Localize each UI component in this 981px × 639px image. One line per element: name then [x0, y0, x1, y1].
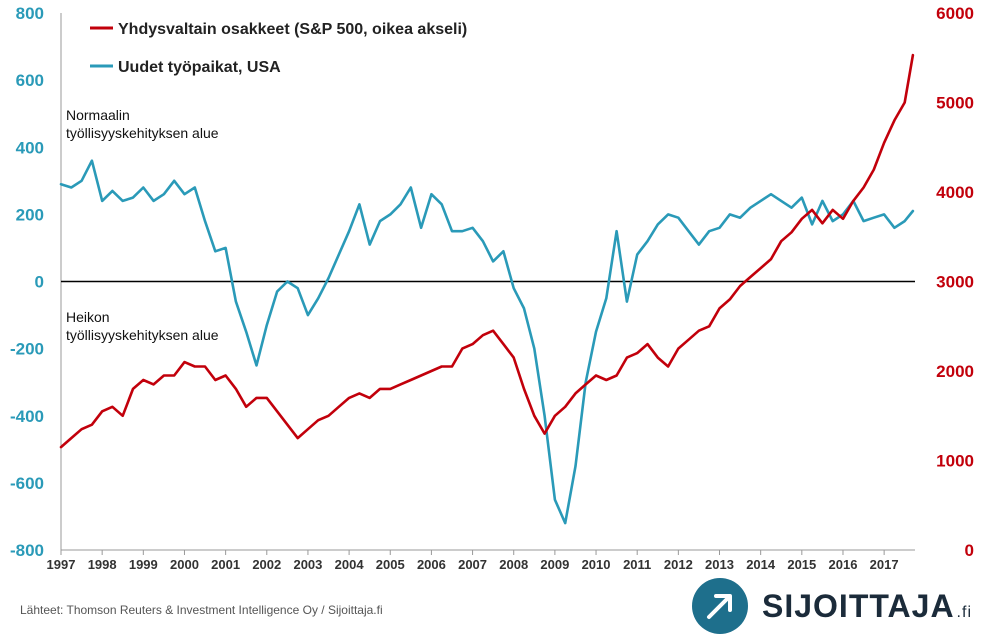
x-tick-label: 2007 — [458, 557, 487, 572]
y-left-tick-label: -200 — [10, 340, 44, 359]
y-right-tick-label: 4000 — [936, 183, 974, 202]
x-tick-label: 2009 — [540, 557, 569, 572]
x-tick-label: 2001 — [211, 557, 240, 572]
x-tick-label: 2004 — [335, 557, 365, 572]
brand-logo[interactable]: SIJOITTAJA .fi — [692, 578, 972, 634]
y-left-tick-label: -800 — [10, 541, 44, 560]
x-tick-label: 1998 — [88, 557, 117, 572]
annotation-weak-line1: Heikon — [66, 309, 110, 325]
brand-name-text: SIJOITTAJA — [762, 587, 955, 624]
y-left-tick-label: 0 — [35, 273, 44, 292]
x-tick-label: 2015 — [787, 557, 816, 572]
x-tick-label: 2005 — [376, 557, 405, 572]
x-tick-label: 2016 — [829, 557, 858, 572]
annotation-normal-line1: Normaalin — [66, 107, 130, 123]
y-left-tick-label: 200 — [16, 205, 44, 224]
annotation-weak-line2: työllisyyskehityksen alue — [66, 327, 219, 343]
y-right-tick-label: 0 — [965, 541, 974, 560]
legend: Yhdysvaltain osakkeet (S&P 500, oikea ak… — [90, 21, 467, 76]
x-tick-label: 2003 — [293, 557, 322, 572]
axes: 8006004002000-200-400-600-80060005000400… — [10, 4, 974, 572]
x-tick-label: 2006 — [417, 557, 446, 572]
x-tick-label: 2014 — [746, 557, 776, 572]
arrow-up-right-icon — [692, 578, 748, 634]
brand-suffix: .fi — [956, 603, 972, 621]
x-tick-label: 2010 — [582, 557, 611, 572]
source-note: Lähteet: Thomson Reuters & Investment In… — [20, 603, 383, 617]
y-left-tick-label: -400 — [10, 407, 44, 426]
y-right-tick-label: 6000 — [936, 4, 974, 23]
x-tick-label: 1997 — [47, 557, 76, 572]
series-lines — [59, 53, 915, 525]
series-line-stocks — [59, 53, 915, 449]
brand-name: SIJOITTAJA .fi — [762, 588, 972, 625]
x-tick-label: 2008 — [499, 557, 528, 572]
x-tick-label: 2011 — [623, 557, 651, 572]
y-right-tick-label: 5000 — [936, 94, 974, 113]
legend-label-stocks: Yhdysvaltain osakkeet (S&P 500, oikea ak… — [118, 21, 467, 38]
x-tick-label: 1999 — [129, 557, 158, 572]
legend-label-jobs: Uudet työpaikat, USA — [118, 59, 281, 76]
annotations: Normaalin työllisyyskehityksen alue Heik… — [66, 107, 219, 343]
y-right-tick-label: 2000 — [936, 362, 974, 381]
x-tick-label: 2013 — [705, 557, 734, 572]
y-left-tick-label: -600 — [10, 474, 44, 493]
x-tick-label: 2012 — [664, 557, 693, 572]
y-left-tick-label: 600 — [16, 71, 44, 90]
annotation-normal-line2: työllisyyskehityksen alue — [66, 125, 219, 141]
series-line-jobs — [59, 159, 915, 525]
y-left-tick-label: 400 — [16, 138, 44, 157]
y-left-tick-label: 800 — [16, 4, 44, 23]
x-tick-label: 2002 — [252, 557, 281, 572]
y-right-tick-label: 1000 — [936, 452, 974, 471]
x-tick-label: 2000 — [170, 557, 199, 572]
y-right-tick-label: 3000 — [936, 273, 974, 292]
x-tick-label: 2017 — [870, 557, 899, 572]
